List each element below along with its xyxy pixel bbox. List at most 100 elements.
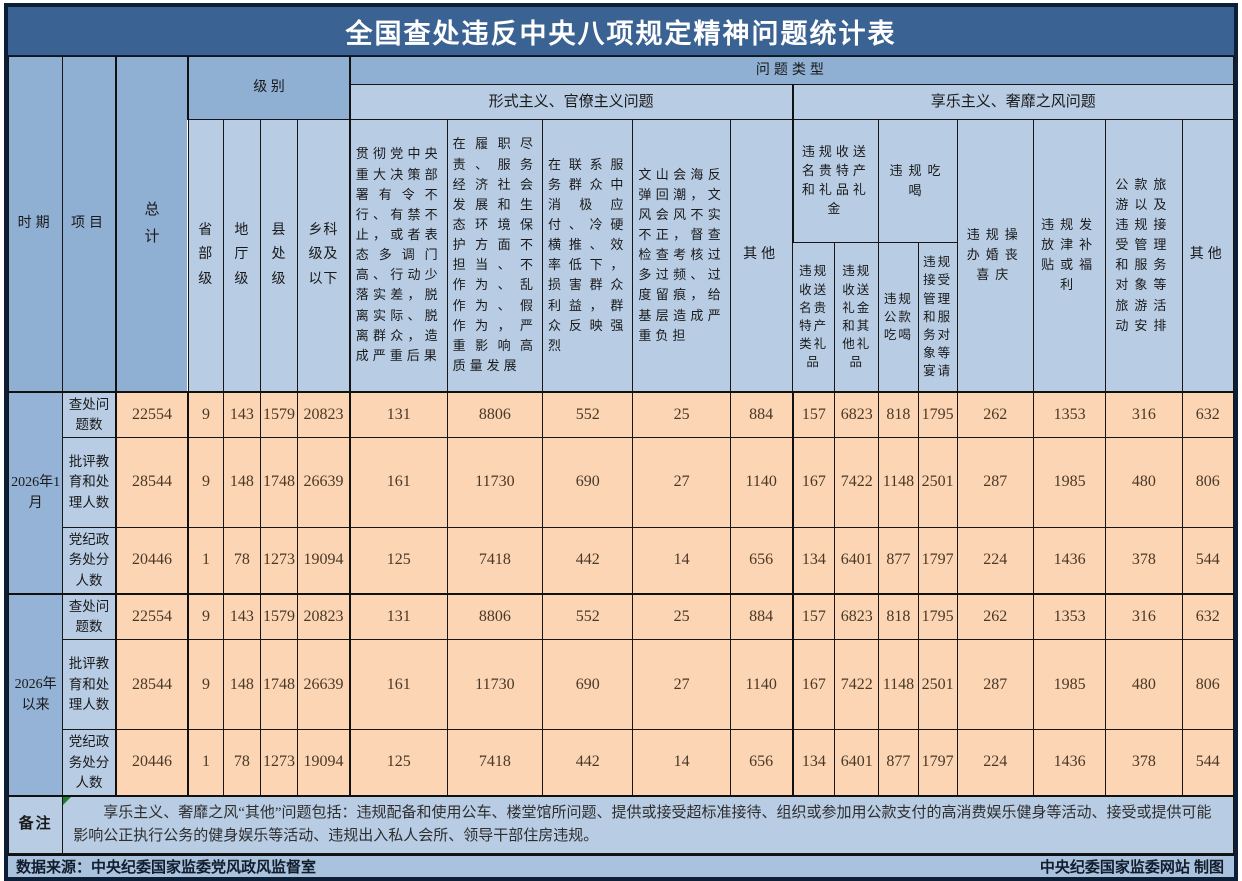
header-travel: 公款旅游以及违规接受管理和服务对象等旅游活动安排 [1105, 119, 1183, 392]
data-cell: 125 [348, 729, 448, 797]
data-cell: 6401 [834, 729, 880, 797]
data-cell: 1748 [259, 437, 299, 528]
data-cell: 27 [632, 639, 731, 731]
data-cell: 20446 [114, 526, 189, 595]
data-cell: 1985 [1032, 437, 1107, 528]
data-cell: 20446 [114, 729, 189, 797]
data-cell: 1795 [917, 390, 958, 438]
data-cell: 11730 [446, 639, 544, 731]
data-cell: 78 [222, 526, 261, 595]
header-formalism-col-3: 在联系服务群众中消极应付、冷硬横推、效率低下，损害群众利益，群众反映强烈 [542, 119, 634, 392]
data-cell: 1748 [259, 639, 299, 731]
data-cell: 224 [956, 526, 1034, 595]
data-cell: 632 [1181, 390, 1235, 438]
data-cell: 7418 [446, 526, 544, 595]
data-cell: 806 [1181, 437, 1235, 528]
data-cell: 8806 [446, 592, 544, 641]
header-hedonism-other: 其他 [1181, 119, 1235, 392]
header-problem-type-group: 问题类型 [348, 56, 1234, 85]
data-cell: 25 [632, 390, 731, 438]
header-dining-group: 违规吃喝 [878, 119, 958, 243]
data-cell: 690 [542, 437, 634, 528]
data-cell: 316 [1105, 592, 1183, 641]
header-dining-sub-2: 违规接受管理和服务对象等宴请 [917, 242, 958, 392]
header-period: 时期 [7, 56, 64, 392]
data-cell: 161 [348, 639, 448, 731]
header-level-township: 乡科级及以下 [297, 119, 351, 392]
data-cell: 22554 [114, 390, 189, 438]
data-cell: 480 [1105, 437, 1183, 528]
data-cell: 131 [348, 390, 448, 438]
header-formalism-col-1: 贯彻党中央重大决策部署有令不行、有禁不止，或者表态多调门高、行动少落实差，脱离实… [348, 119, 448, 392]
data-cell: 78 [222, 729, 261, 797]
data-cell: 287 [956, 437, 1034, 528]
data-cell: 6823 [834, 592, 880, 641]
data-cell: 1436 [1032, 729, 1107, 797]
data-cell: 1 [187, 729, 224, 797]
header-gifts-sub-2: 违规收送礼金和其他礼品 [834, 242, 880, 392]
data-cell: 161 [348, 437, 448, 528]
data-cell: 378 [1105, 526, 1183, 595]
data-cell: 544 [1181, 729, 1235, 797]
data-cell: 1 [187, 526, 224, 595]
data-cell: 656 [729, 729, 794, 797]
data-cell: 20823 [297, 390, 351, 438]
data-cell: 316 [1105, 390, 1183, 438]
statistics-table: 时期 项目 总计 级 别 问题类型 形式主义、官僚主义问题 享乐主义、奢靡之风问… [7, 56, 1235, 854]
data-cell: 1273 [259, 526, 299, 595]
data-source-text: 数据来源：中央纪委国家监委党风政风监督室 [16, 858, 317, 876]
data-cell: 157 [791, 390, 836, 438]
data-cell: 552 [542, 592, 634, 641]
data-cell: 28544 [114, 639, 189, 731]
data-cell: 1353 [1032, 390, 1107, 438]
data-cell: 9 [187, 592, 224, 641]
data-cell: 544 [1181, 526, 1235, 595]
data-cell: 884 [729, 390, 794, 438]
data-cell: 1579 [259, 592, 299, 641]
header-total-label: 总计 [144, 201, 160, 245]
data-cell: 1797 [917, 729, 958, 797]
data-cell: 1148 [878, 437, 919, 528]
data-cell: 25 [632, 592, 731, 641]
data-cell: 9 [187, 437, 224, 528]
header-level-prefecture: 地厅级 [222, 119, 261, 392]
data-cell: 1436 [1032, 526, 1107, 595]
data-cell: 27 [632, 437, 731, 528]
data-cell: 1985 [1032, 639, 1107, 731]
header-wedding-funeral: 违规操办婚丧喜庆 [956, 119, 1034, 392]
data-cell: 1797 [917, 526, 958, 595]
data-cell: 7422 [834, 639, 880, 731]
row-label: 党纪政务处分人数 [62, 526, 117, 595]
data-cell: 1795 [917, 592, 958, 641]
header-dining-sub-1: 违规公款吃喝 [878, 242, 919, 392]
data-cell: 26639 [297, 639, 351, 731]
data-cell: 167 [791, 437, 836, 528]
data-cell: 9 [187, 639, 224, 731]
data-cell: 262 [956, 592, 1034, 641]
data-cell: 143 [222, 592, 261, 641]
data-cell: 6401 [834, 526, 880, 595]
header-item: 项目 [62, 56, 117, 392]
period-cell: 2026年1月 [7, 390, 64, 595]
page-title: 全国查处违反中央八项规定精神问题统计表 [345, 18, 897, 49]
data-cell: 818 [878, 592, 919, 641]
data-cell: 287 [956, 639, 1034, 731]
header-gifts-sub-1: 违规收送名贵特产类礼品 [792, 242, 836, 392]
data-cell: 22554 [114, 592, 189, 641]
header-formalism-col-4: 文山会海反弹回潮，文风会风不实不正，督查检查考核过多过频、过度留痕，给基层造成严… [632, 119, 731, 392]
bottom-bar: 数据来源：中央纪委国家监委党风政风监督室 中央纪委国家监委网站 制图 [8, 853, 1234, 877]
data-cell: 148 [222, 639, 261, 731]
data-cell: 7422 [834, 437, 880, 528]
data-cell: 1148 [878, 639, 919, 731]
data-cell: 262 [956, 390, 1034, 438]
data-cell: 134 [791, 526, 836, 595]
data-cell: 442 [542, 526, 634, 595]
data-cell: 14 [632, 729, 731, 797]
data-cell: 877 [878, 526, 919, 595]
data-cell: 806 [1181, 639, 1235, 731]
data-cell: 28544 [114, 437, 189, 528]
data-cell: 157 [791, 592, 836, 641]
data-cell: 14 [632, 526, 731, 595]
note-cell: 享乐主义、奢靡之风“其他”问题包括：违规配备和使用公车、楼堂馆所问题、提供或接受… [62, 795, 1234, 854]
statistics-sheet: 全国查处违反中央八项规定精神问题统计表 时期 项目 总计 级 别 问题类型 形式… [4, 3, 1238, 881]
